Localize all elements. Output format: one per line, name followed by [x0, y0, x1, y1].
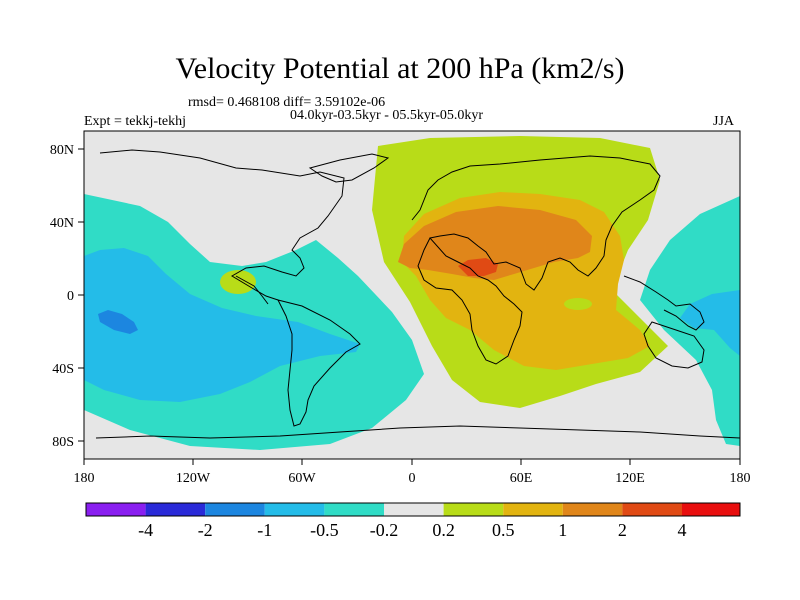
colorbar-label: 0.2 — [432, 520, 455, 540]
colorbar-label: 0.5 — [492, 520, 515, 540]
x-tick-label: 180 — [730, 471, 751, 486]
contour-neg-0.5 — [84, 248, 360, 402]
y-tick-label: 80N — [50, 143, 74, 158]
y-tick-label: 40N — [50, 216, 74, 231]
colorbar-swatch — [86, 503, 146, 516]
contour-neg-0.5-east — [680, 290, 740, 356]
period-text: 04.0kyr-03.5kyr - 05.5kyr-05.0kyr — [290, 108, 484, 123]
contour-pos-2 — [458, 258, 498, 276]
contour-neg-1 — [98, 310, 138, 334]
y-tick-label: 0 — [67, 289, 74, 304]
experiment-text: Expt = tekkj-tekhj — [84, 114, 186, 129]
colorbar-swatch — [205, 503, 265, 516]
colorbar-swatch — [682, 503, 740, 516]
axis-ticks — [78, 148, 741, 465]
x-tick-label: 60W — [288, 471, 316, 486]
colorbar-swatch — [503, 503, 563, 516]
colorbar: -4 -2 -1 -0.5 -0.2 0.2 0.5 1 2 4 — [85, 502, 741, 540]
colorbar-label: -4 — [138, 520, 153, 540]
stats-text: rmsd= 0.468108 diff= 3.59102e-06 — [188, 95, 386, 110]
colorbar-label: 4 — [678, 520, 687, 540]
colorbar-swatch — [562, 503, 623, 516]
contour-pos-0.2-blob-ocean — [564, 298, 592, 310]
colorbar-label: 1 — [558, 520, 567, 540]
colorbar-swatch — [622, 503, 682, 516]
y-tick-label: 40S — [52, 362, 74, 377]
colorbar-swatch — [145, 503, 206, 516]
x-tick-label: 180 — [74, 471, 95, 486]
x-tick-label: 120W — [176, 471, 211, 486]
colorbar-swatch — [324, 503, 384, 516]
coastlines — [95, 149, 740, 439]
colorbar-label: 2 — [618, 520, 627, 540]
colorbar-label: -2 — [198, 520, 213, 540]
contour-pos-0.2-blob-pacific — [220, 270, 256, 294]
colorbar-frame — [85, 502, 741, 517]
page-title: Velocity Potential at 200 hPa (km2/s) — [175, 52, 625, 85]
y-tick-label: 80S — [52, 435, 74, 450]
colorbar-label: -1 — [257, 520, 272, 540]
colorbar-swatch — [384, 503, 444, 516]
colorbar-swatch — [443, 503, 504, 516]
contour-pos-1 — [398, 206, 592, 280]
colorbar-label: -0.2 — [370, 520, 399, 540]
colorbar-label: -0.5 — [310, 520, 339, 540]
colorbar-swatch — [264, 503, 325, 516]
x-tick-label: 0 — [409, 471, 416, 486]
x-tick-label: 60E — [510, 471, 533, 486]
map-plot — [84, 131, 740, 459]
season-text: JJA — [713, 114, 735, 129]
x-tick-label: 120E — [615, 471, 645, 486]
